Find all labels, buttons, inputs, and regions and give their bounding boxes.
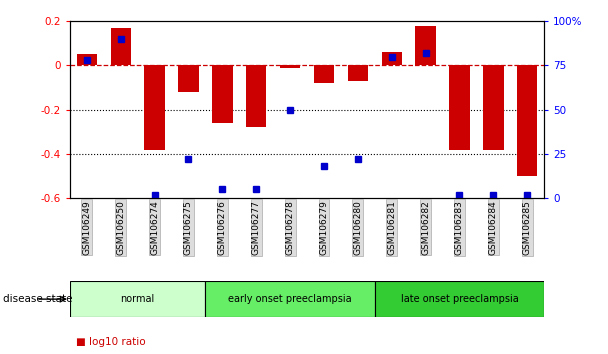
Text: GSM106282: GSM106282 [421,200,430,255]
Text: GSM106281: GSM106281 [387,200,396,255]
Text: GSM106280: GSM106280 [353,200,362,255]
Text: GSM106285: GSM106285 [523,200,532,255]
Bar [382,52,402,65]
Bar [206,281,375,317]
Bar [246,65,266,127]
Text: GSM106278: GSM106278 [286,200,295,255]
Text: late onset preeclampsia: late onset preeclampsia [401,294,519,304]
Bar [375,281,544,317]
Text: GSM106284: GSM106284 [489,200,498,255]
Text: GSM106276: GSM106276 [218,200,227,255]
Bar [280,65,300,68]
Text: early onset preeclampsia: early onset preeclampsia [228,294,352,304]
Bar [77,55,97,65]
Text: GSM106283: GSM106283 [455,200,464,255]
Text: GSM106279: GSM106279 [319,200,328,255]
Text: disease state: disease state [3,294,72,304]
Text: GSM106274: GSM106274 [150,200,159,255]
Bar [449,65,469,149]
Text: normal: normal [120,294,155,304]
Bar [415,26,436,65]
Bar [483,65,503,149]
Bar [517,65,537,176]
Bar [111,28,131,65]
Bar [348,65,368,81]
Bar [70,281,206,317]
Bar [212,65,232,123]
Bar [145,65,165,149]
Text: GSM106275: GSM106275 [184,200,193,255]
Text: GSM106277: GSM106277 [252,200,261,255]
Text: ■ log10 ratio: ■ log10 ratio [76,337,146,347]
Text: GSM106250: GSM106250 [116,200,125,255]
Bar [314,65,334,83]
Text: GSM106249: GSM106249 [82,200,91,255]
Bar [178,65,199,92]
